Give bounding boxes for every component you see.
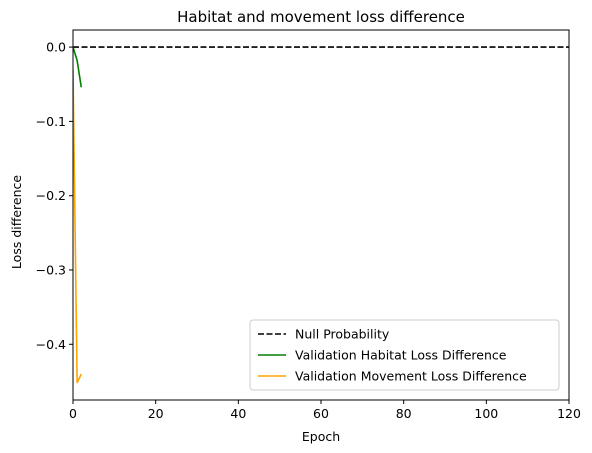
legend-label: Validation Movement Loss Difference bbox=[295, 369, 527, 384]
y-tick-label: 0.0 bbox=[46, 40, 66, 55]
legend-label: Validation Habitat Loss Difference bbox=[295, 348, 507, 363]
x-tick-label: 40 bbox=[230, 406, 246, 421]
series-line-3 bbox=[73, 69, 82, 384]
y-tick-label: −0.1 bbox=[36, 114, 66, 129]
y-tick-label: −0.4 bbox=[36, 337, 66, 352]
x-tick-label: 100 bbox=[474, 406, 498, 421]
legend-box bbox=[249, 319, 560, 391]
chart-title: Habitat and movement loss difference bbox=[177, 8, 465, 26]
series-line-2 bbox=[73, 46, 83, 88]
x-tick-label: 120 bbox=[557, 406, 581, 421]
legend: Null Probability Validation Habitat Loss … bbox=[249, 319, 560, 391]
x-tick-label: 0 bbox=[69, 406, 77, 421]
x-tick-label: 60 bbox=[313, 406, 329, 421]
x-axis-title: Epoch bbox=[302, 429, 340, 444]
y-tick-label: −0.3 bbox=[36, 262, 66, 277]
ticks: 0 20 40 60 80 100 120 0.0 −0.1 −0.2 −0.3 −0.4 bbox=[36, 40, 581, 421]
plot-area bbox=[73, 46, 569, 384]
y-tick-label: −0.2 bbox=[36, 188, 66, 203]
x-tick-label: 20 bbox=[148, 406, 164, 421]
x-tick-label: 80 bbox=[396, 406, 412, 421]
y-axis-title: Loss difference bbox=[9, 175, 24, 269]
legend-label: Null Probability bbox=[295, 327, 390, 342]
